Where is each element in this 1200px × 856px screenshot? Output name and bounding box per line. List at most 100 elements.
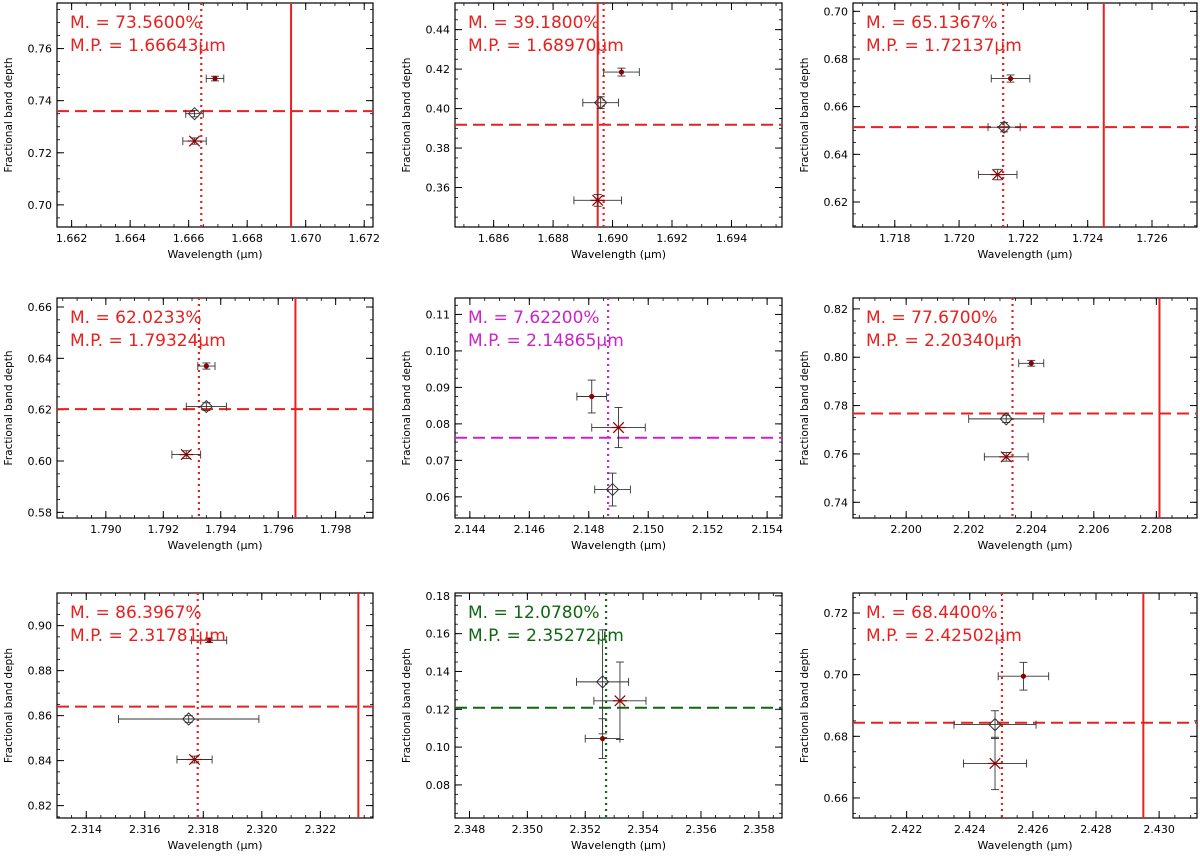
data-point-asterisk <box>988 757 1003 770</box>
y-tick-label: 0.84 <box>28 755 53 768</box>
data-point-dot <box>589 393 595 400</box>
errorbar-diamond <box>117 715 260 723</box>
x-tick-label: 1.690 <box>597 232 629 245</box>
y-tick-label: 0.64 <box>28 352 53 365</box>
x-tick-label: 2.426 <box>1017 823 1049 836</box>
y-tick-label: 0.68 <box>824 53 849 66</box>
y-tick-label: 0.74 <box>28 95 53 108</box>
x-tick-label: 2.424 <box>954 823 986 836</box>
annotation-mean: M. = 7.62200% <box>468 308 600 328</box>
y-tick-label: 0.16 <box>426 628 451 641</box>
chart-panel-4: 1.790 1.792 1.794 1.796 1.798 0.58 0.60 0.62 0.6… <box>3 297 374 552</box>
x-tick-label: 2.200 <box>890 523 922 536</box>
y-tick-label: 0.10 <box>426 345 451 358</box>
data-point-dot <box>618 69 625 75</box>
annotation-mean: M. = 65.1367% <box>866 13 998 33</box>
data-point-asterisk <box>990 168 1005 181</box>
y-axis-label: Fractional band depth <box>799 58 811 173</box>
errorbar-diamond <box>968 414 1045 423</box>
plot-frame <box>56 297 374 519</box>
data-point-asterisk <box>590 194 605 207</box>
annotation-mean-position: M.P. = 1.79324μm <box>70 331 226 351</box>
x-tick-label: 1.670 <box>290 232 322 245</box>
x-tick-label: 2.154 <box>751 523 783 536</box>
y-tick-label: 0.74 <box>824 496 849 509</box>
y-tick-label: 0.70 <box>824 669 849 682</box>
y-tick-label: 0.82 <box>824 303 849 316</box>
annotation-mean: M. = 86.3967% <box>70 603 202 623</box>
y-tick-label: 0.70 <box>28 199 53 212</box>
data-point-asterisk <box>187 135 202 147</box>
x-tick-label: 2.354 <box>627 823 659 836</box>
y-tick-label: 0.86 <box>28 710 53 723</box>
y-tick-label: 0.14 <box>426 665 451 678</box>
x-tick-label: 1.662 <box>56 232 88 245</box>
data-point-dot <box>1020 673 1027 679</box>
x-tick-label: 1.796 <box>262 523 294 536</box>
annotation-mean-position: M.P. = 2.14865μm <box>468 331 624 351</box>
y-axis-label: Fractional band depth <box>401 58 413 173</box>
annotation-mean: M. = 68.4400% <box>866 603 998 623</box>
x-tick-label: 1.672 <box>348 232 380 245</box>
asterisk-stroke <box>188 753 201 766</box>
x-tick-label: 1.794 <box>205 523 237 536</box>
data-point-diamond <box>605 482 620 497</box>
x-tick-label: 1.718 <box>879 232 911 245</box>
x-tick-label: 2.206 <box>1078 523 1110 536</box>
annotation-mean-position: M.P. = 2.35272μm <box>468 626 624 646</box>
x-axis-label: Wavelength (μm) <box>571 539 666 552</box>
y-tick-label: 0.08 <box>426 418 451 431</box>
x-axis-label: Wavelength (μm) <box>167 839 262 852</box>
plot-frame <box>56 2 374 228</box>
x-tick-label: 2.202 <box>953 523 985 536</box>
asterisk-stroke <box>1000 451 1012 463</box>
data-point-asterisk <box>612 695 627 707</box>
y-tick-label: 0.36 <box>426 182 451 195</box>
errorbar-diamond <box>582 96 619 110</box>
y-tick-label: 0.82 <box>28 800 53 813</box>
x-axis-label: Wavelength (μm) <box>977 839 1072 852</box>
asterisk-stroke <box>188 135 201 147</box>
y-tick-label: 0.90 <box>28 620 53 633</box>
y-tick-label: 0.66 <box>824 792 849 805</box>
asterisk-stroke <box>991 168 1004 181</box>
y-axis-label: Fractional band depth <box>799 648 811 763</box>
x-axis-label: Wavelength (μm) <box>167 539 262 552</box>
annotation-mean: M. = 12.0780% <box>468 603 600 623</box>
annotation-mean-position: M.P. = 1.72137μm <box>866 36 1022 56</box>
x-tick-label: 2.422 <box>891 823 923 836</box>
x-tick-label: 2.148 <box>573 523 605 536</box>
y-tick-label: 0.76 <box>28 43 53 56</box>
asterisk-stroke <box>612 421 625 434</box>
annotation-mean-position: M.P. = 2.31781μm <box>70 626 226 646</box>
plot-frame <box>852 297 1198 519</box>
annotation-mean-position: M.P. = 1.68970μm <box>468 36 624 56</box>
x-tick-label: 1.668 <box>231 232 263 245</box>
data-point-asterisk <box>179 448 194 461</box>
plot-frame <box>56 592 374 819</box>
annotation-mean: M. = 77.6700% <box>866 308 998 328</box>
y-tick-label: 0.80 <box>824 351 849 364</box>
x-tick-label: 2.428 <box>1080 823 1112 836</box>
x-tick-label: 1.726 <box>1136 232 1168 245</box>
x-tick-label: 2.208 <box>1141 523 1173 536</box>
y-tick-label: 0.76 <box>824 448 849 461</box>
y-axis-label: Fractional band depth <box>3 648 15 763</box>
y-tick-label: 0.10 <box>426 741 451 754</box>
chart-panel-1: 1.662 1.664 1.666 1.668 1.670 1.672 0.70 0.72 0.… <box>3 2 380 261</box>
x-tick-label: 2.348 <box>454 823 486 836</box>
data-point-dot <box>203 363 209 369</box>
y-tick-label: 0.62 <box>824 196 849 209</box>
x-tick-label: 2.322 <box>305 823 337 836</box>
y-tick-label: 0.64 <box>824 148 849 161</box>
x-tick-label: 1.720 <box>943 232 975 245</box>
x-tick-label: 1.790 <box>90 523 122 536</box>
annotation-mean: M. = 62.0233% <box>70 308 202 328</box>
chart-panel-2: 1.686 1.688 1.690 1.692 1.694 0.36 0.38 0.40 0.4… <box>401 2 783 261</box>
y-tick-label: 0.66 <box>824 101 849 114</box>
errorbar-diamond <box>594 472 631 507</box>
data-point-dot <box>1007 75 1014 82</box>
y-tick-label: 0.40 <box>426 103 451 116</box>
x-tick-label: 2.320 <box>246 823 278 836</box>
data-point-diamond <box>999 412 1013 426</box>
